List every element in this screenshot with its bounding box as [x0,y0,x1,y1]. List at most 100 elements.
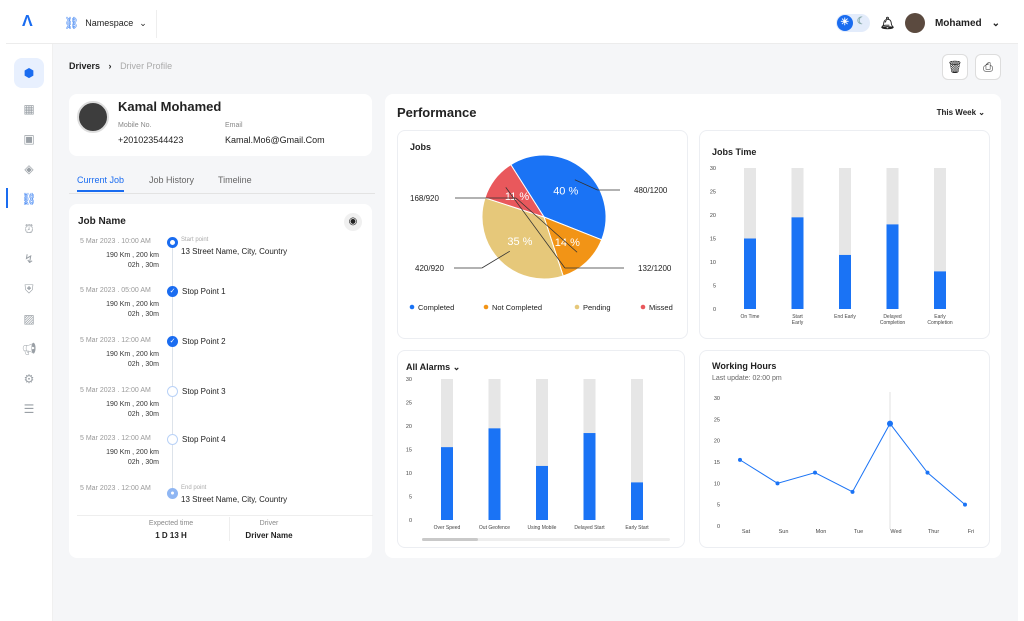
delete-button[interactable]: 🗑︎ [942,54,968,80]
data-point [738,457,742,462]
scrollbar-thumb[interactable] [422,538,478,541]
namespace-icon: ⛓ [64,16,80,30]
chevron-down-icon: ⌄ [139,17,147,28]
cube-icon[interactable]: ◈ [24,162,34,176]
working-hours-line-chart: 0 5 10 15 20 25 30 Sat Sun Mon Tue Wed Thur Fri [714,392,974,535]
horizontal-scrollbar[interactable] [422,538,670,541]
stop-distance: 190 Km , 200 km [106,351,159,358]
theme-toggle[interactable]: ☀ ☾ [835,14,870,32]
stop-subtitle: End point [181,485,207,491]
y-tick-label: 10 [710,260,716,266]
y-tick-label: 20 [714,439,720,445]
driver-name: Kamal Mohamed [118,99,222,114]
settings-icon[interactable]: ⚙ [23,372,35,386]
x-tick-label: Start [792,314,803,320]
legend-label: Missed [649,303,673,312]
tab-current-job[interactable]: Current Job [77,175,125,192]
timeline-stop: 5 Mar 2023 . 12:00 AM ✓ Stop Point 2 190… [69,336,369,379]
list-icon[interactable]: ☰ [23,402,35,416]
x-tick-label: Wed [890,529,901,535]
shield-icon[interactable]: ⛨ [24,282,34,296]
bar [631,482,643,520]
chevron-down-icon: ⌄ [452,362,461,372]
stop-duration: 02h , 30m [127,311,159,318]
app-logo[interactable]: Λ [22,13,33,30]
main-content: Drivers › Driver Profile 🗑︎ ⎙ Kamal Moha… [53,44,1018,621]
tab-timeline[interactable]: Timeline [218,175,252,185]
data-point [963,502,967,507]
legend-label: Completed [418,303,454,312]
view-icon[interactable]: ◉ [344,213,362,231]
mobile-value: +201023544423 [118,135,184,145]
x-tick-label: Thur [928,529,939,535]
period-select[interactable]: This Week ⌄ [937,108,985,117]
driver-label: Driver [259,520,279,527]
legend-dot [409,304,415,310]
stop-date: 5 Mar 2023 . 12:00 AM [80,485,151,492]
moon-icon: ☾ [856,16,866,27]
namespace-selector[interactable]: ⛓ Namespace ⌄ [64,16,147,30]
bar [886,224,899,309]
timeline-stop: 5 Mar 2023 . 12:00 AM Stop Point 3 190 K… [69,386,369,429]
location-pin-icon: ● [167,488,178,499]
stop-distance: 190 Km , 200 km [106,449,159,456]
x-tick-label: Completion [880,320,906,326]
export-button[interactable]: ⎙ [975,54,1001,80]
dashboard-icon[interactable]: ⬢ [14,58,44,88]
stop-duration: 02h , 30m [127,262,159,269]
drivers-icon[interactable]: ⛓ [21,192,37,206]
pie-slice [481,197,564,280]
megaphone-icon[interactable]: 📢︎ [21,342,37,356]
data-point [925,470,930,475]
y-tick-label: 15 [710,237,716,243]
callout-line [574,179,598,191]
sun-icon: ☀ [836,15,853,31]
bell-icon[interactable]: 🔔︎ [879,16,895,30]
stop-duration: 02h , 30m [127,411,159,418]
y-tick-label: 0 [409,518,412,524]
y-tick-label: 15 [714,460,720,466]
route-icon[interactable]: ↯ [23,252,35,266]
y-tick-label: 5 [713,284,716,290]
tab-job-history[interactable]: Job History [149,175,195,185]
check-icon: ✓ [167,336,178,347]
breadcrumb-parent[interactable]: Drivers [69,61,101,71]
check-icon: ✓ [167,286,178,297]
legend-dot [483,304,489,310]
slice-label: 35 % [507,236,532,248]
x-tick-label: Sat [742,529,751,535]
chevron-down-icon[interactable]: ⌄ [991,17,1000,29]
pending-point-icon [167,386,178,397]
bar [934,271,946,309]
callout-label: 168/920 [410,194,439,203]
last-update: Last update: 02:00 pm [712,375,782,382]
stop-name: 13 Street Name, City, Country [181,247,288,256]
slice-label: 14 % [555,237,580,249]
user-avatar[interactable] [904,13,925,33]
jobs-time-title: Jobs Time [712,147,757,157]
job-card: Job Name ◉ 5 Mar 2023 . 10:00 AM Start p… [69,204,373,558]
alarms-select[interactable]: All Alarms ⌄ [406,362,460,373]
chevron-right-icon: › [108,61,112,71]
document-icon[interactable]: ▣ [23,132,35,146]
legend-dot [574,304,580,310]
y-tick-label: 25 [714,417,720,423]
callout-line [481,250,511,269]
bar [536,465,548,520]
y-tick-label: 5 [409,495,412,501]
x-tick-label: Early [934,314,946,320]
callout-line [505,187,566,269]
y-tick-label: 5 [717,503,720,509]
performance-card: Performance This Week ⌄ Jobs 40 % 14 % 35 … [385,94,1001,558]
file-export-icon: ⎙ [983,60,993,74]
alarm-icon[interactable]: ⏰︎ [24,222,34,236]
user-name[interactable]: Mohamed [934,17,982,29]
email-value: Kamal.Mo6@Gmail.Com [225,135,325,145]
grid-icon[interactable]: ▦ [23,102,35,116]
y-tick-label: 30 [714,396,720,402]
image-icon[interactable]: ▨ [23,312,35,326]
legend-label: Pending [583,303,611,312]
jobs-pie-chart: 40 % 14 % 35 % 11 % 480/1200 168/920 420/920 13… [409,154,673,312]
legend-dot [640,304,646,310]
